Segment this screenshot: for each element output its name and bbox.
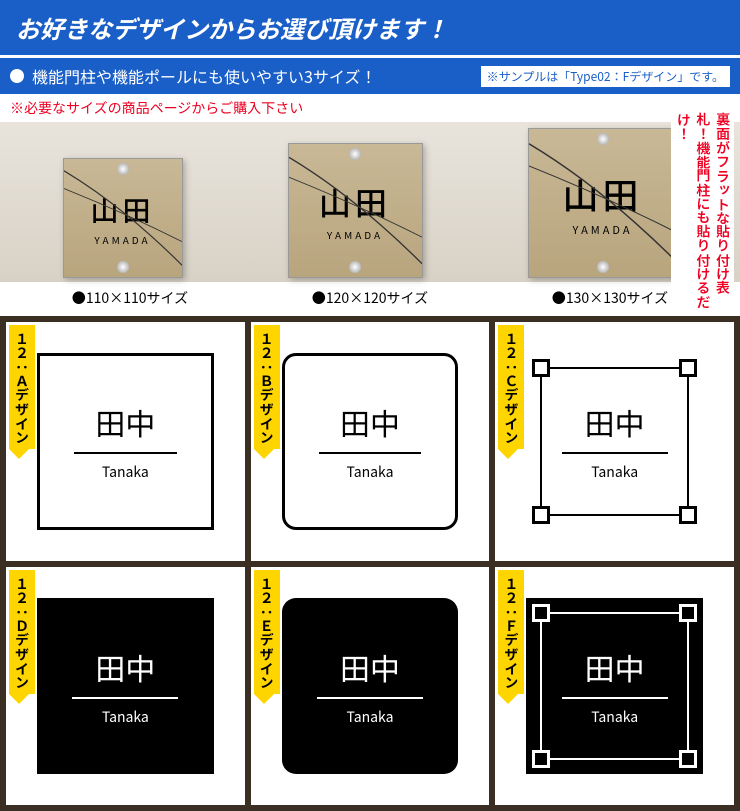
corner-icon: [679, 359, 697, 377]
plate-romaji: YAMADA: [327, 227, 383, 242]
divider-line: [317, 697, 423, 699]
size-label: ●130×130サイズ: [552, 288, 668, 308]
name-jp: 田中: [585, 645, 645, 689]
pin-icon: [349, 148, 361, 160]
name-jp: 田中: [340, 400, 400, 444]
design-tag: １２：Ｃデザイン: [498, 325, 524, 449]
name-jp: 田中: [585, 400, 645, 444]
plate-kanji: 山田: [319, 179, 391, 225]
sample-plate-130: 山田 YAMADA: [528, 128, 678, 278]
bullet-icon: [10, 69, 24, 83]
design-grid: １２：Ａデザイン 田中 Tanaka １２：Ｂデザイン 田中 Tanaka １２…: [0, 316, 740, 811]
pin-icon: [597, 133, 609, 145]
size-label: ●120×120サイズ: [312, 288, 428, 308]
pin-icon: [349, 261, 361, 273]
corner-icon: [679, 750, 697, 768]
size-label: ●110×110サイズ: [72, 288, 188, 308]
design-tag: １２：Ｅデザイン: [254, 570, 280, 694]
pin-icon: [117, 261, 129, 273]
pin-icon: [597, 261, 609, 273]
main-title: お好きなデザインからお選び頂けます！: [0, 0, 740, 58]
name-en: Tanaka: [591, 707, 638, 727]
product-page: お好きなデザインからお選び頂けます！ 機能門柱や機能ポールにも使いやすい3サイズ…: [0, 0, 740, 740]
sample-note: ※サンプルは「Type02：Fデザイン」です。: [481, 66, 730, 87]
name-jp: 田中: [95, 400, 155, 444]
corner-icon: [532, 604, 550, 622]
design-tag: １２：Ａデザイン: [9, 325, 35, 449]
design-option-d[interactable]: １２：Ｄデザイン 田中 Tanaka: [6, 567, 245, 806]
design-option-c[interactable]: １２：Ｃデザイン 田中 Tanaka: [495, 322, 734, 561]
plate-romaji: YAMADA: [94, 232, 150, 247]
name-en: Tanaka: [591, 462, 638, 482]
corner-icon: [532, 750, 550, 768]
design-tag: １２：Ｆデザイン: [498, 570, 524, 694]
design-option-e[interactable]: １２：Ｅデザイン 田中 Tanaka: [251, 567, 490, 806]
sample-plate-110: 山田 YAMADA: [63, 158, 183, 278]
name-en: Tanaka: [102, 462, 149, 482]
purchase-note: ※必要なサイズの商品ページからご購入下さい: [0, 94, 740, 122]
divider-line: [319, 452, 421, 454]
corner-icon: [532, 359, 550, 377]
name-en: Tanaka: [347, 707, 394, 727]
design-tag: １２：Ｂデザイン: [254, 325, 280, 449]
photo-section: 機能門柱や機能ポールにも使いやすい3サイズ！ ※サンプルは「Type02：Fデザ…: [0, 58, 740, 316]
corner-icon: [532, 506, 550, 524]
name-en: Tanaka: [102, 707, 149, 727]
plate-romaji: YAMADA: [572, 222, 632, 238]
name-jp: 田中: [340, 645, 400, 689]
corner-icon: [679, 506, 697, 524]
divider-line: [72, 697, 178, 699]
design-tag: １２：Ｄデザイン: [9, 570, 35, 694]
sample-plates-row: 山田 YAMADA 山田 YAMADA 山田 YAMADA: [0, 122, 740, 282]
name-en: Tanaka: [347, 462, 394, 482]
subtitle-bar: 機能門柱や機能ポールにも使いやすい3サイズ！ ※サンプルは「Type02：Fデザ…: [0, 58, 740, 94]
design-option-f[interactable]: １２：Ｆデザイン 田中 Tanaka: [495, 567, 734, 806]
divider-line: [562, 697, 668, 699]
plate-kanji: 山田: [90, 190, 154, 230]
design-option-a[interactable]: １２：Ａデザイン 田中 Tanaka: [6, 322, 245, 561]
side-feature-text: 裏面がフラットな貼り付け表札！機能門柱にも貼り付けるだけ！: [671, 106, 734, 316]
pin-icon: [117, 163, 129, 175]
name-jp: 田中: [95, 645, 155, 689]
sample-plate-120: 山田 YAMADA: [288, 143, 423, 278]
plate-kanji: 山田: [562, 168, 642, 220]
divider-line: [74, 452, 176, 454]
design-option-b[interactable]: １２：Ｂデザイン 田中 Tanaka: [251, 322, 490, 561]
divider-line: [562, 452, 668, 454]
size-labels-row: ●110×110サイズ ●120×120サイズ ●130×130サイズ: [0, 282, 740, 316]
subtitle-text: 機能門柱や機能ポールにも使いやすい3サイズ！: [32, 64, 376, 88]
corner-icon: [679, 604, 697, 622]
